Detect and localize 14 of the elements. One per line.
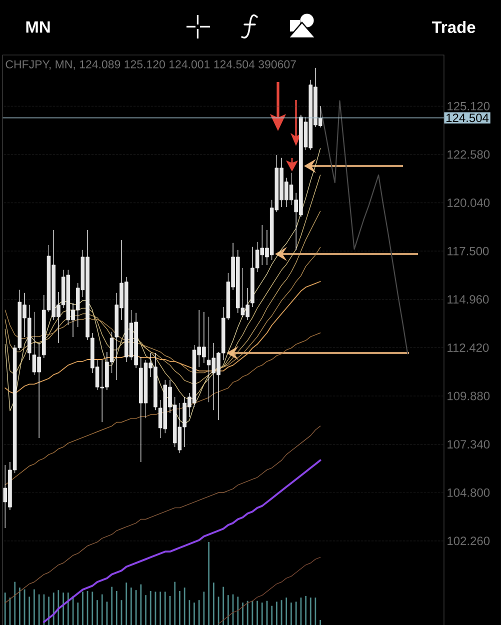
y-tick-label: 112.420 bbox=[448, 343, 489, 352]
chart-title: CHFJPY, MN, 124.089 125.120 124.001 124.504 390607 bbox=[6, 60, 296, 70]
ref-line-label: 124.504 bbox=[446, 114, 489, 122]
y-tick-label: 102.260 bbox=[448, 536, 490, 546]
y-tick-label: 117.500 bbox=[448, 246, 489, 256]
text: MN bbox=[26, 21, 50, 33]
y-tick-label: 109.880 bbox=[448, 392, 490, 400]
text: Trade bbox=[432, 20, 476, 34]
y-tick-label: 125.120 bbox=[448, 102, 490, 110]
y-tick-label: 122.580 bbox=[448, 150, 490, 159]
y-tick-label: 114.960 bbox=[448, 295, 489, 304]
y-tick-label: 120.040 bbox=[448, 198, 490, 208]
y-tick-label: 107.340 bbox=[448, 440, 490, 449]
y-tick-label: 104.800 bbox=[448, 488, 490, 497]
